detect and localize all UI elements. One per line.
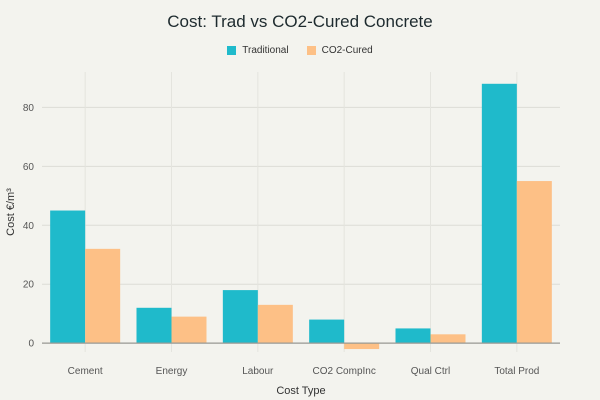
y-axis-title: Cost €/m³: [5, 188, 17, 236]
legend: Traditional CO2-Cured: [0, 45, 600, 56]
bar-co2-cured-6: [516, 181, 552, 344]
x-tick-label: Cement: [68, 366, 103, 377]
legend-item-co2-cured: CO2-Cured: [306, 45, 373, 56]
bar-traditional-5: [395, 328, 431, 344]
bar-traditional-6: [481, 83, 517, 344]
x-tick-label: CO2 CompInc: [312, 366, 375, 377]
bar-co2-cured-2: [171, 316, 207, 344]
bar-traditional-2: [136, 307, 172, 344]
x-axis-title: Cost Type: [276, 385, 325, 397]
bar-traditional-3: [222, 290, 258, 344]
y-tick-label: 80: [23, 103, 35, 114]
x-tick-label: Total Prod: [494, 366, 539, 377]
legend-swatch-traditional: [227, 46, 237, 55]
y-tick-label: 60: [23, 162, 35, 173]
y-tick-label: 20: [23, 280, 35, 291]
bar-co2-cured-3: [257, 304, 293, 344]
legend-swatch-co2-cured: [306, 46, 316, 55]
bar-co2-cured-4: [344, 343, 380, 350]
bar-traditional-4: [309, 319, 345, 344]
bar-co2-cured-1: [85, 248, 121, 344]
x-tick-label: Qual Ctrl: [411, 366, 450, 377]
x-tick-label: Labour: [242, 366, 274, 377]
bar-traditional-1: [50, 210, 86, 344]
x-tick-label: Energy: [156, 366, 188, 377]
bar-co2-cured-5: [430, 334, 466, 344]
y-tick-label: 40: [23, 221, 35, 232]
y-tick-label: 0: [28, 339, 34, 350]
legend-label-co2-cured: CO2-Cured: [321, 45, 373, 56]
chart-title: Cost: Trad vs CO2-Cured Concrete: [167, 12, 433, 31]
legend-item-traditional: Traditional: [227, 45, 289, 56]
legend-label-traditional: Traditional: [242, 45, 289, 56]
